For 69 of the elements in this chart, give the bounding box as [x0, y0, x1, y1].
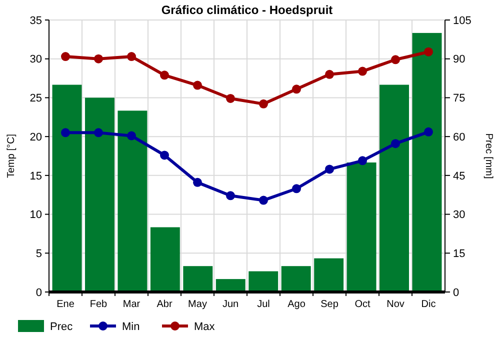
- x-tick-label: Sep: [320, 299, 339, 310]
- legend-label: Min: [122, 320, 140, 333]
- point: [325, 70, 334, 79]
- point: [160, 70, 169, 80]
- y-tick-label: 0: [36, 286, 42, 299]
- y-tick-label: 35: [30, 14, 42, 27]
- x-tick-label: Nov: [386, 299, 404, 310]
- y-tick-label: 25: [30, 92, 42, 105]
- x-tick-label: Jul: [257, 299, 270, 310]
- bar: [150, 227, 180, 292]
- y2-tick-label: 60: [453, 131, 466, 144]
- point: [226, 191, 235, 200]
- bar: [380, 84, 409, 292]
- point: [259, 196, 268, 205]
- x-tick-label: Mar: [122, 299, 141, 310]
- y2-axis-title: Prec [mm]: [483, 133, 494, 179]
- legend-label: Max: [194, 320, 216, 333]
- y2-tick-label: 15: [453, 248, 466, 260]
- point: [259, 99, 268, 108]
- legend-label: Prec: [50, 320, 74, 333]
- bar: [248, 271, 278, 292]
- point: [391, 55, 400, 64]
- chart-title: Gráfico climático - Hoedspruit: [161, 3, 333, 17]
- y2-tick-label: 75: [453, 92, 466, 105]
- y-tick-label: 30: [30, 54, 42, 66]
- y2-tick-label: 90: [453, 54, 466, 66]
- bar: [52, 84, 82, 292]
- point: [193, 80, 202, 90]
- x-tick-label: Ene: [56, 299, 75, 310]
- bar: [346, 162, 376, 292]
- y-tick-label: 20: [30, 131, 42, 144]
- point: [292, 84, 301, 94]
- point: [292, 184, 301, 194]
- x-tick-label: May: [188, 299, 207, 310]
- y-tick-label: 15: [30, 170, 42, 182]
- bar: [314, 258, 344, 292]
- point: [226, 94, 235, 103]
- point: [61, 52, 70, 62]
- point: [94, 54, 103, 64]
- bar: [412, 32, 442, 292]
- point: [160, 150, 169, 160]
- point: [424, 47, 433, 56]
- x-tick-label: Ago: [288, 299, 306, 310]
- y-axis-title: Temp [°C]: [6, 134, 17, 178]
- point: [193, 178, 202, 187]
- point: [61, 128, 70, 138]
- x-tick-label: Oct: [354, 299, 370, 310]
- bar: [183, 266, 213, 292]
- point: [325, 164, 334, 174]
- y-tick-label: 5: [36, 248, 42, 260]
- bar: [85, 98, 114, 292]
- point: [391, 139, 400, 148]
- y2-tick-label: 0: [453, 286, 460, 299]
- point: [127, 52, 136, 62]
- point: [424, 127, 433, 136]
- x-tick-label: Feb: [90, 299, 108, 310]
- x-tick-label: Abr: [156, 299, 173, 310]
- y2-tick-label: 105: [453, 14, 472, 27]
- point: [127, 131, 136, 140]
- y2-tick-label: 30: [453, 209, 466, 222]
- y-tick-label: 10: [30, 209, 42, 222]
- point: [358, 66, 367, 76]
- x-tick-label: Dic: [421, 299, 436, 310]
- y2-tick-label: 45: [453, 170, 466, 182]
- point: [94, 128, 103, 138]
- bar: [118, 110, 148, 292]
- point: [358, 156, 367, 166]
- bar: [281, 266, 311, 292]
- x-tick-label: Jun: [222, 299, 239, 310]
